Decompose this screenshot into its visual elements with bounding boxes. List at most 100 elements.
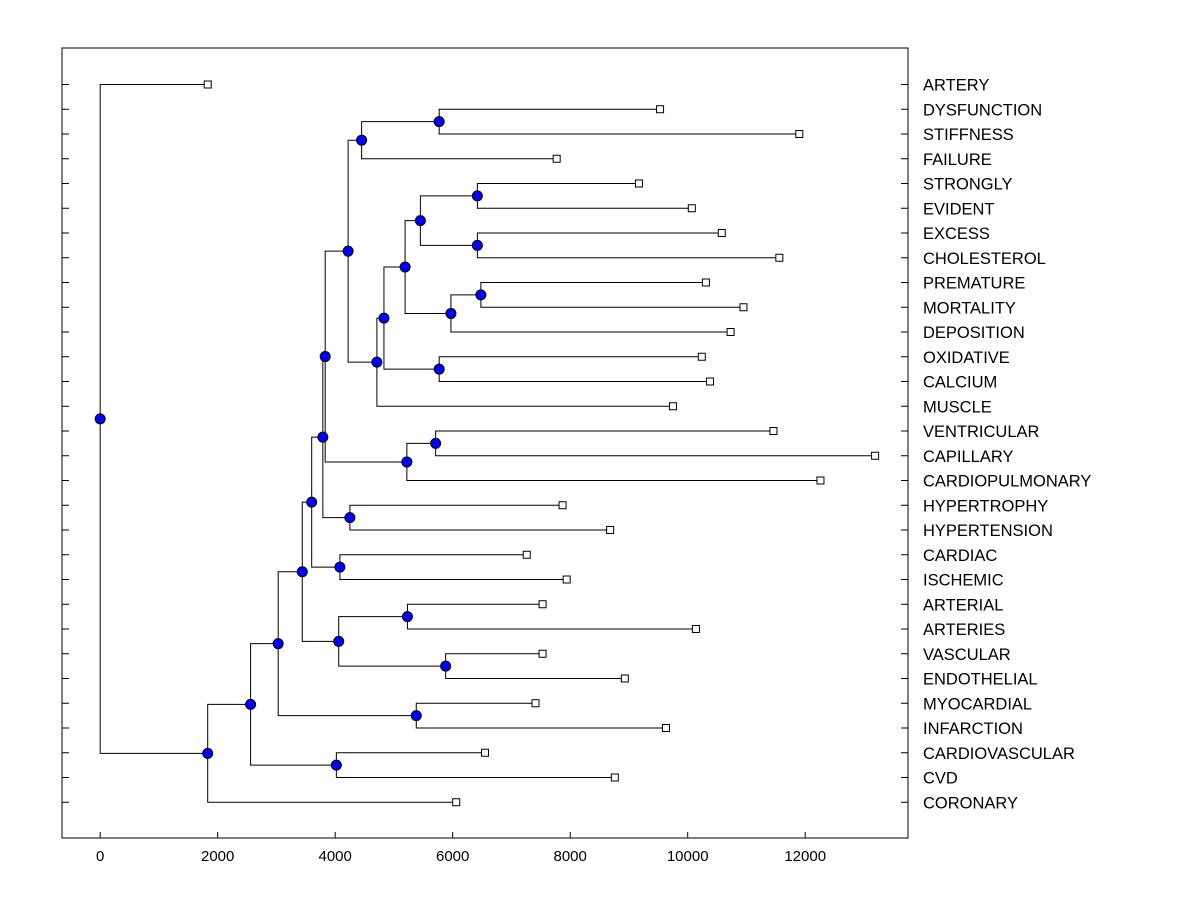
leaf-label-mortality: MORTALITY xyxy=(923,299,1016,317)
branch-n-cv-cvd xyxy=(335,752,615,778)
node-marker-n-strong-dep xyxy=(399,261,411,273)
branch-n-strong-calc xyxy=(383,266,440,370)
node-marker-n-dys-inf xyxy=(272,638,284,650)
leaf-label-dysfunction: DYSFUNCTION xyxy=(923,101,1042,119)
leaf-label-muscle: MUSCLE xyxy=(923,398,992,416)
branch-n-oxi-calc xyxy=(438,356,711,382)
x-tick-label: 8000 xyxy=(554,848,587,865)
leaf-label-endothelial: ENDOTHELIAL xyxy=(923,671,1038,689)
branch-n-prem-dep xyxy=(450,294,731,333)
leaf-label-vascular: VASCULAR xyxy=(923,646,1011,664)
branch-n-dys-stiff xyxy=(438,108,800,135)
branch-n-art-endo xyxy=(338,616,446,667)
leaf-label-cholesterol: CHOLESTEROL xyxy=(923,250,1046,268)
node-marker-n-prem-dep xyxy=(445,307,457,319)
leaf-labels-group: ARTERY DYSFUNCTION STIFFNESS FAILURE STRONGL… xyxy=(923,77,1091,813)
leaf-marker-cholesterol xyxy=(775,253,784,262)
leaf-marker-hypertension xyxy=(606,526,615,534)
x-tick-label: 10000 xyxy=(667,848,709,865)
node-marker-n-prem-mort xyxy=(475,289,487,301)
leaf-marker-artery xyxy=(203,80,212,89)
leaf-label-artery: ARTERY xyxy=(923,77,989,95)
leaf-marker-evident xyxy=(687,204,696,213)
branch-n-exc-chol xyxy=(476,232,780,259)
leaf-marker-vascular xyxy=(538,649,547,658)
node-marker-n-dys-fail xyxy=(356,134,368,146)
leaf-label-deposition: DEPOSITION xyxy=(923,324,1025,342)
leaf-label-hypertension: HYPERTENSION xyxy=(923,522,1053,540)
node-marker-n-dys-hyp xyxy=(317,431,329,443)
node-marker-n-art xyxy=(401,611,413,623)
node-marker-n-dys-cor xyxy=(202,747,214,759)
node-marker-n-vasc-endo xyxy=(440,660,452,672)
leaf-marker-hypertrophy xyxy=(558,501,567,510)
leaf-label-cardiopulmonary: CARDIOPULMONARY xyxy=(923,473,1091,491)
branch-n-vent-cap xyxy=(435,430,876,457)
node-marker-n-cv-cvd xyxy=(330,759,342,771)
x-tick-label: 2000 xyxy=(201,848,234,865)
leaf-label-cardiac: CARDIAC xyxy=(923,547,997,565)
leaf-marker-strongly xyxy=(634,179,643,188)
branch-root xyxy=(99,84,208,754)
node-marker-n-strong-musc xyxy=(371,356,383,368)
branches-group xyxy=(99,84,876,803)
plot-frame xyxy=(61,47,909,839)
leaf-label-coronary: CORONARY xyxy=(923,794,1018,812)
branch-n-dys-fail xyxy=(361,121,557,160)
leaf-label-arterial: ARTERIAL xyxy=(923,596,1003,614)
leaf-label-calcium: CALCIUM xyxy=(923,374,997,392)
leaf-marker-mortality xyxy=(739,303,748,312)
x-axis-group: 0 2000 4000 6000 8000 10000 12000 xyxy=(96,832,826,865)
node-marker-n-dys-cardio xyxy=(319,351,331,363)
node-marker-n-dys-endo xyxy=(296,566,308,578)
x-tick-label: 4000 xyxy=(319,848,352,865)
node-marker-n-vent-cardio xyxy=(401,456,413,468)
leaf-marker-calcium xyxy=(706,377,715,386)
leaf-marker-ventricular xyxy=(769,427,778,435)
leaf-label-arteries: ARTERIES xyxy=(923,621,1005,639)
leaf-label-ventricular: VENTRICULAR xyxy=(923,423,1040,441)
leaf-marker-excess xyxy=(717,229,726,237)
leaf-label-ischemic: ISCHEMIC xyxy=(923,572,1004,590)
node-marker-n-dys-isch xyxy=(306,496,318,508)
branch-n-myo-inf xyxy=(415,702,666,729)
leaf-label-infarction: INFARCTION xyxy=(923,720,1023,738)
branch-n-vasc-endo xyxy=(445,653,625,679)
node-marker-n-strong-calc xyxy=(378,312,390,324)
leaf-label-oxidative: OXIDATIVE xyxy=(923,349,1010,367)
branch-n-strong-chol xyxy=(419,195,478,246)
leaf-label-strongly: STRONGLY xyxy=(923,176,1013,194)
leaf-marker-coronary xyxy=(452,798,461,807)
leaf-label-premature: PREMATURE xyxy=(923,275,1025,293)
leaf-marker-endothelial xyxy=(620,674,629,683)
branch-n-dys-inf xyxy=(277,571,417,717)
leaf-marker-ischemic xyxy=(562,575,571,584)
branch-n-dys-cardio xyxy=(324,250,407,463)
branch-n-strong-dep xyxy=(404,220,451,314)
leaf-label-failure: FAILURE xyxy=(923,151,992,169)
x-tick-label: 6000 xyxy=(436,848,469,865)
branch-n-art xyxy=(406,603,696,630)
leaf-marker-myocardial xyxy=(531,699,540,708)
branch-n-strong-musc xyxy=(376,317,673,407)
node-marker-n-dys-cvd xyxy=(245,698,257,710)
leaf-marker-premature xyxy=(701,278,710,287)
leaf-label-evident: EVIDENT xyxy=(923,200,995,218)
node-markers-group xyxy=(94,116,487,771)
leaf-label-hypertrophy: HYPERTROPHY xyxy=(923,497,1048,515)
node-marker-n-oxi-calc xyxy=(433,363,445,375)
node-marker-root xyxy=(94,413,106,425)
node-marker-n-myo-inf xyxy=(410,710,422,722)
leaf-label-stiffness: STIFFNESS xyxy=(923,126,1014,144)
leaf-marker-deposition xyxy=(726,328,735,336)
node-marker-n-dys-stiff xyxy=(433,116,445,128)
leaf-marker-capillary xyxy=(871,451,880,460)
branch-n-vent-cardio xyxy=(406,442,821,481)
branch-n-hyp xyxy=(349,504,611,531)
leaf-marker-cardiovascular xyxy=(481,748,489,757)
leaf-marker-dysfunction xyxy=(656,105,665,114)
node-marker-n-strong-chol xyxy=(414,215,426,227)
leaf-marker-cardiac xyxy=(522,550,531,559)
node-marker-n-exc-chol xyxy=(471,239,483,251)
leaf-marker-failure xyxy=(552,154,561,163)
